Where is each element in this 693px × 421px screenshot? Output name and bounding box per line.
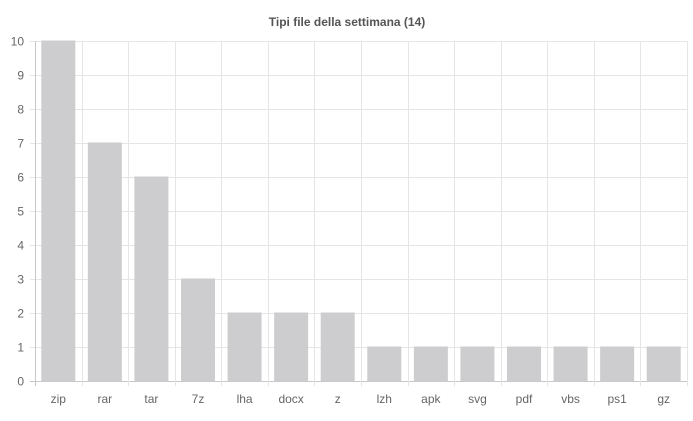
x-tick-label: vbs: [561, 392, 580, 406]
y-tick-label: 0: [17, 375, 24, 389]
x-tick-label: gz: [657, 392, 670, 406]
x-tick-label: docx: [278, 392, 303, 406]
x-tick-label: ps1: [607, 392, 627, 406]
x-axis-ticks: zip rar tar 7z lha docx z lzh apk svg pdf vbs ps1 gz: [51, 392, 670, 406]
y-tick-label: 4: [17, 239, 24, 253]
x-tick-label: lha: [237, 392, 253, 406]
x-tick-label: rar: [98, 392, 113, 406]
bar-vbs: [553, 346, 588, 382]
bar-docx: [274, 312, 309, 382]
y-tick-label: 8: [17, 103, 24, 117]
x-tick-label: lzh: [377, 392, 392, 406]
bar-svg: [460, 346, 495, 382]
x-tick-label: apk: [421, 392, 441, 406]
bar-7z: [181, 278, 215, 382]
bar-gz: [646, 346, 681, 382]
y-tick-label: 6: [17, 171, 24, 185]
x-tick-label: z: [335, 392, 341, 406]
chart-title: Tipi file della settimana (14): [269, 15, 426, 29]
bar-lha: [227, 312, 262, 382]
y-tick-label: 10: [11, 35, 25, 49]
y-tick-label: 7: [17, 137, 24, 151]
bar-apk: [413, 346, 448, 382]
y-tick-label: 1: [17, 341, 24, 355]
bar-lzh: [367, 346, 402, 382]
x-tick-label: pdf: [516, 392, 533, 406]
y-tick-label: 9: [17, 69, 24, 83]
x-tick-label: 7z: [192, 392, 205, 406]
x-tick-label: svg: [468, 392, 487, 406]
y-tick-label: 2: [17, 307, 24, 321]
x-tick-label: tar: [144, 392, 158, 406]
y-tick-label: 3: [17, 273, 24, 287]
bar-rar: [87, 142, 122, 382]
grid-lines: [30, 41, 688, 386]
bar-pdf: [507, 346, 541, 382]
y-axis-ticks: 0 1 2 3 4 5 6 7 8 9 10: [11, 35, 25, 389]
bar-tar: [134, 176, 169, 382]
x-tick-label: zip: [51, 392, 67, 406]
bar-z: [320, 312, 355, 382]
bar-ps1: [600, 346, 635, 382]
bar-zip: [41, 40, 76, 382]
bars: [41, 40, 681, 382]
y-tick-label: 5: [17, 205, 24, 219]
